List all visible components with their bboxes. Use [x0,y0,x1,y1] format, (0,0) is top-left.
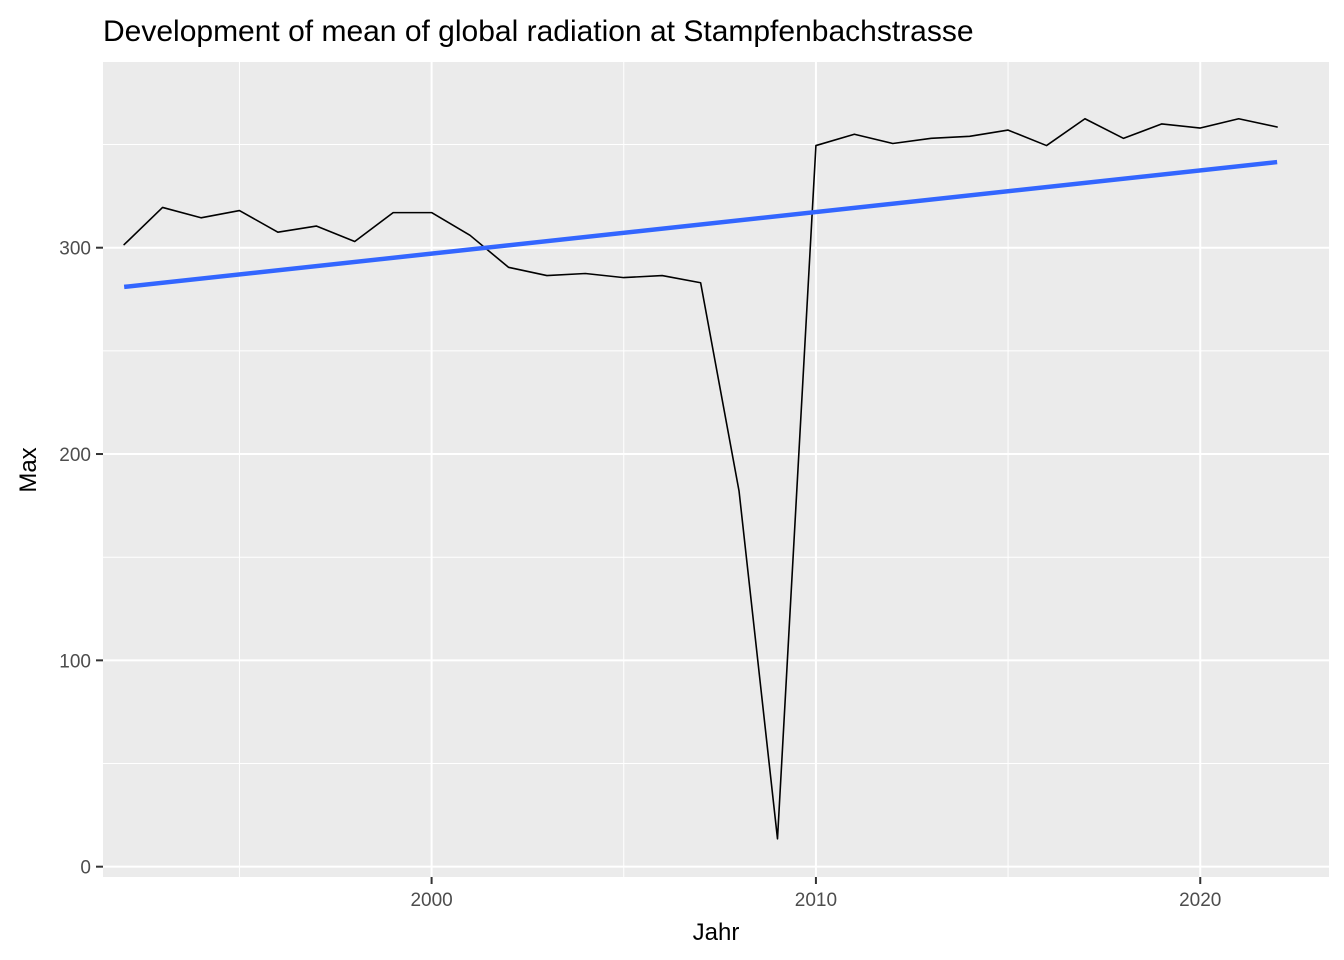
plot-panel [103,62,1329,877]
x-tick-label: 2000 [410,890,452,911]
x-tick-label: 2020 [1179,890,1221,911]
series-layer [123,117,1278,840]
y-tick-label: 100 [59,651,91,672]
y-tick-label: 0 [80,858,91,879]
trend-line [123,159,1278,290]
x-axis: 2000 2010 2020 [410,877,1221,911]
y-tick-label: 200 [59,445,91,466]
y-tick-label: 300 [59,239,91,260]
grid-minor [103,62,1329,877]
y-axis: 0 100 200 300 [59,239,103,879]
chart-title: Development of mean of global radiation … [103,15,974,48]
x-tick-label: 2010 [795,890,837,911]
grid-major [103,62,1329,877]
x-axis-title: Jahr [693,919,740,946]
y-axis-title: Max [15,447,42,492]
series-line [123,117,1278,840]
